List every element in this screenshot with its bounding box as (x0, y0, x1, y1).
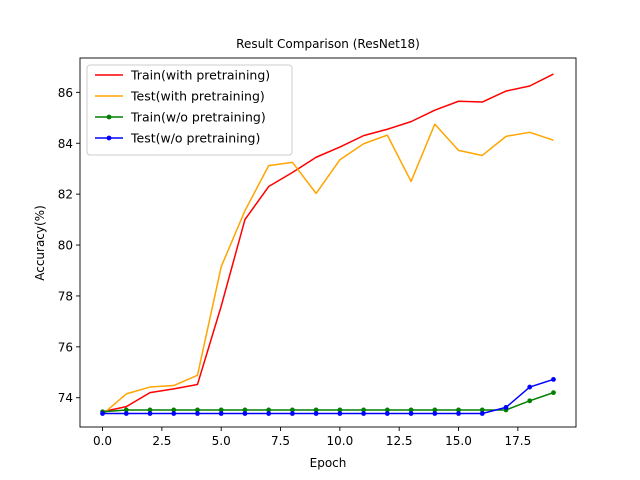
data-point (432, 411, 438, 416)
data-point (147, 407, 153, 413)
data-point (100, 411, 105, 416)
data-point (456, 407, 461, 413)
data-point (551, 377, 556, 382)
series-line (102, 123, 554, 415)
plot-series (100, 73, 556, 416)
data-point (361, 411, 366, 416)
data-point (551, 390, 556, 396)
x-tick-label: 15.0 (445, 434, 472, 448)
data-point (408, 411, 414, 416)
y-axis-ticks: 74 76 78 80 82 84 86 (58, 86, 80, 405)
series-2 (102, 123, 554, 415)
legend-item: Test(w/o pretraining) (95, 131, 260, 146)
legend-marker (106, 135, 112, 141)
y-tick-label: 84 (58, 137, 73, 151)
data-point (242, 407, 248, 413)
data-point (290, 411, 295, 416)
x-axis-label: Epoch (310, 456, 347, 470)
legend-label: Train(w/o pretraining) (130, 110, 266, 125)
legend-marker (106, 114, 112, 120)
y-tick-label: 86 (58, 86, 73, 100)
x-tick-label: 10.0 (327, 434, 354, 448)
x-tick-label: 5.0 (212, 434, 231, 448)
series-line (102, 391, 554, 413)
x-tick-label: 7.5 (271, 434, 290, 448)
y-tick-label: 82 (58, 188, 73, 202)
data-point (123, 407, 129, 413)
series-line (102, 378, 554, 415)
data-point (337, 407, 343, 413)
y-tick-label: 80 (58, 239, 73, 253)
data-point (479, 407, 485, 413)
data-point (384, 407, 390, 413)
data-point (218, 407, 224, 413)
data-point (313, 407, 319, 413)
data-point (527, 398, 533, 404)
x-tick-label: 12.5 (386, 434, 413, 448)
data-point (313, 411, 319, 416)
series-3 (100, 390, 556, 415)
legend-label: Test(with pretraining) (130, 89, 265, 104)
series-line (102, 73, 554, 413)
data-point (408, 407, 414, 413)
plot-frame (79, 57, 577, 428)
y-tick-label: 78 (58, 289, 73, 303)
data-point (123, 411, 129, 416)
series-4 (100, 377, 556, 416)
data-point (290, 407, 295, 413)
legend-item: Test(with pretraining) (95, 89, 265, 104)
data-point (337, 411, 343, 416)
data-point (479, 411, 485, 416)
data-point (527, 384, 533, 390)
data-point (195, 407, 200, 413)
y-tick-label: 74 (58, 391, 73, 405)
x-tick-label: 17.5 (504, 434, 531, 448)
data-point (361, 407, 366, 413)
data-point (171, 407, 177, 413)
data-point (242, 411, 248, 416)
chart-title: Result Comparison (ResNet18) (236, 37, 420, 51)
data-point (147, 411, 153, 416)
legend-item: Train(w/o pretraining) (95, 110, 266, 125)
legend-label: Train(with pretraining) (130, 68, 270, 83)
legend: Train(with pretraining) Test(with pretrai… (86, 64, 293, 156)
data-point (432, 407, 438, 413)
x-axis-ticks: 0.0 2.5 5.0 7.5 10.0 12.5 15.0 17.5 (93, 427, 531, 448)
data-point (456, 411, 461, 416)
x-tick-label: 0.0 (93, 434, 112, 448)
data-point (384, 411, 390, 416)
data-point (266, 407, 272, 413)
data-point (266, 411, 272, 416)
data-point (218, 411, 224, 416)
y-axis-label: Accuracy(%) (33, 205, 47, 281)
data-point (503, 405, 509, 410)
legend-label: Test(w/o pretraining) (130, 131, 260, 146)
y-tick-label: 76 (58, 340, 73, 354)
x-tick-label: 2.5 (152, 434, 171, 448)
data-point (171, 411, 177, 416)
data-point (195, 411, 200, 416)
legend-box (86, 64, 293, 156)
series-1 (102, 73, 554, 413)
legend-item: Train(with pretraining) (95, 68, 270, 83)
